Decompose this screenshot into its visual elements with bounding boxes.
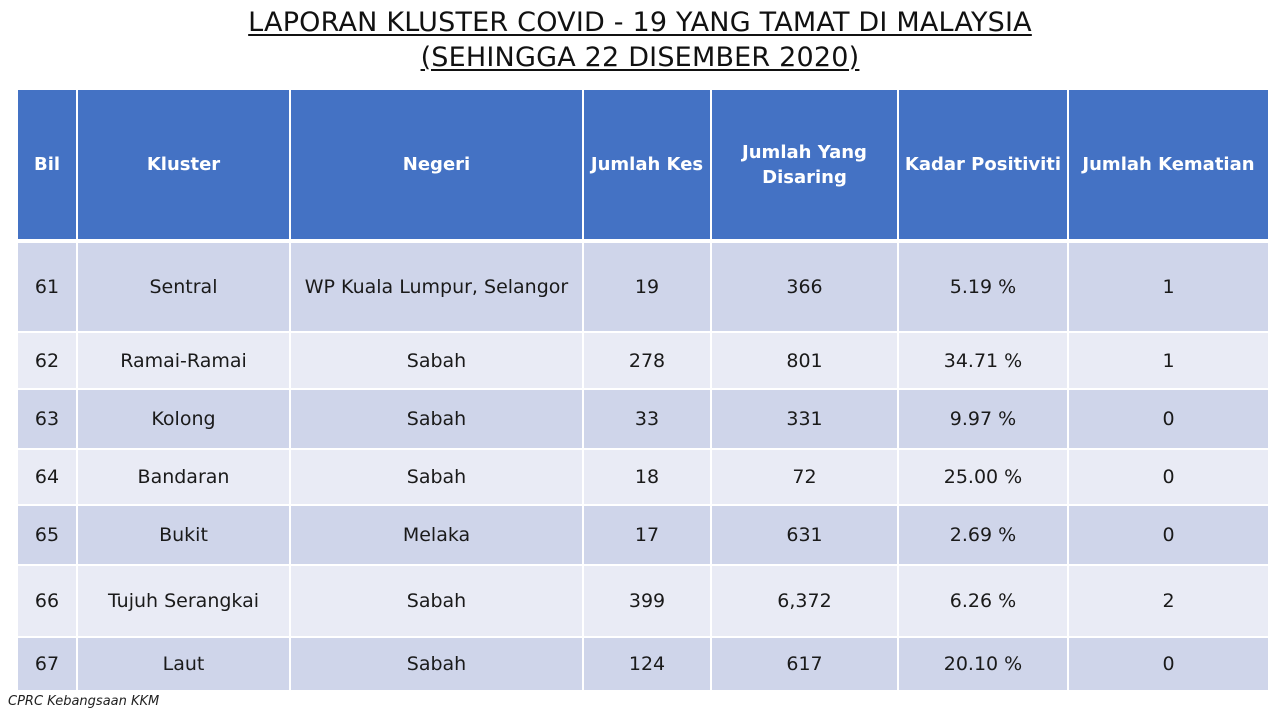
cell-bil: 62 [16, 331, 78, 390]
header-jumlah-kes: Jumlah Kes [582, 88, 712, 243]
cell-negeri: WP Kuala Lumpur, Selangor [289, 240, 584, 333]
cell-jumlah-kematian: 1 [1067, 331, 1270, 390]
cell-bil: 65 [16, 504, 78, 566]
table-row: 63 Kolong Sabah 33 331 9.97 % 0 [16, 388, 1270, 450]
cell-jumlah-disaring: 617 [710, 636, 899, 692]
cell-kluster: Ramai-Ramai [76, 331, 291, 390]
table-header-row: Bil Kluster Negeri Jumlah Kes Jumlah Yan… [16, 88, 1270, 243]
cell-negeri: Sabah [289, 331, 584, 390]
cell-jumlah-kematian: 0 [1067, 388, 1270, 450]
cluster-table: Bil Kluster Negeri Jumlah Kes Jumlah Yan… [16, 88, 1270, 692]
table-row: 65 Bukit Melaka 17 631 2.69 % 0 [16, 504, 1270, 566]
cell-jumlah-kes: 18 [582, 448, 712, 506]
header-kadar-positiviti: Kadar Positiviti [897, 88, 1069, 243]
cell-bil: 61 [16, 240, 78, 333]
cell-jumlah-kes: 17 [582, 504, 712, 566]
cell-jumlah-disaring: 72 [710, 448, 899, 506]
table-row: 66 Tujuh Serangkai Sabah 399 6,372 6.26 … [16, 564, 1270, 638]
cell-jumlah-kes: 33 [582, 388, 712, 450]
header-kluster: Kluster [76, 88, 291, 243]
cell-jumlah-disaring: 801 [710, 331, 899, 390]
cell-negeri: Sabah [289, 388, 584, 450]
cell-jumlah-kematian: 0 [1067, 504, 1270, 566]
cell-negeri: Sabah [289, 636, 584, 692]
cell-bil: 63 [16, 388, 78, 450]
report-date-subtitle: (SEHINGGA 22 DISEMBER 2020) [420, 42, 860, 73]
cell-negeri: Sabah [289, 564, 584, 638]
cell-jumlah-disaring: 366 [710, 240, 899, 333]
table-row: 62 Ramai-Ramai Sabah 278 801 34.71 % 1 [16, 331, 1270, 390]
cell-jumlah-disaring: 631 [710, 504, 899, 566]
cell-bil: 67 [16, 636, 78, 692]
report-title: LAPORAN KLUSTER COVID - 19 YANG TAMAT DI… [248, 7, 1032, 38]
header-bil: Bil [16, 88, 78, 243]
cell-jumlah-kematian: 1 [1067, 240, 1270, 333]
table-row: 67 Laut Sabah 124 617 20.10 % 0 [16, 636, 1270, 692]
source-credit: CPRC Kebangsaan KKM [8, 694, 160, 709]
cell-kluster: Laut [76, 636, 291, 692]
cell-kadar-positiviti: 6.26 % [897, 564, 1069, 638]
cell-jumlah-kematian: 2 [1067, 564, 1270, 638]
cell-jumlah-kematian: 0 [1067, 636, 1270, 692]
cell-negeri: Melaka [289, 504, 584, 566]
cell-kluster: Bandaran [76, 448, 291, 506]
cell-negeri: Sabah [289, 448, 584, 506]
cell-jumlah-kematian: 0 [1067, 448, 1270, 506]
cell-kadar-positiviti: 34.71 % [897, 331, 1069, 390]
cell-jumlah-disaring: 331 [710, 388, 899, 450]
cell-kadar-positiviti: 9.97 % [897, 388, 1069, 450]
cell-jumlah-kes: 124 [582, 636, 712, 692]
cell-kluster: Tujuh Serangkai [76, 564, 291, 638]
cell-kadar-positiviti: 25.00 % [897, 448, 1069, 506]
cell-kluster: Sentral [76, 240, 291, 333]
cell-kadar-positiviti: 5.19 % [897, 240, 1069, 333]
header-negeri: Negeri [289, 88, 584, 243]
cell-jumlah-disaring: 6,372 [710, 564, 899, 638]
table-row: 61 Sentral WP Kuala Lumpur, Selangor 19 … [16, 240, 1270, 333]
cell-jumlah-kes: 278 [582, 331, 712, 390]
header-jumlah-disaring: Jumlah Yang Disaring [710, 88, 899, 243]
table-row: 64 Bandaran Sabah 18 72 25.00 % 0 [16, 448, 1270, 506]
cell-kluster: Bukit [76, 504, 291, 566]
cell-bil: 64 [16, 448, 78, 506]
cell-jumlah-kes: 19 [582, 240, 712, 333]
cell-bil: 66 [16, 564, 78, 638]
cell-kadar-positiviti: 20.10 % [897, 636, 1069, 692]
cell-kluster: Kolong [76, 388, 291, 450]
cell-jumlah-kes: 399 [582, 564, 712, 638]
header-jumlah-kematian: Jumlah Kematian [1067, 88, 1270, 243]
cell-kadar-positiviti: 2.69 % [897, 504, 1069, 566]
